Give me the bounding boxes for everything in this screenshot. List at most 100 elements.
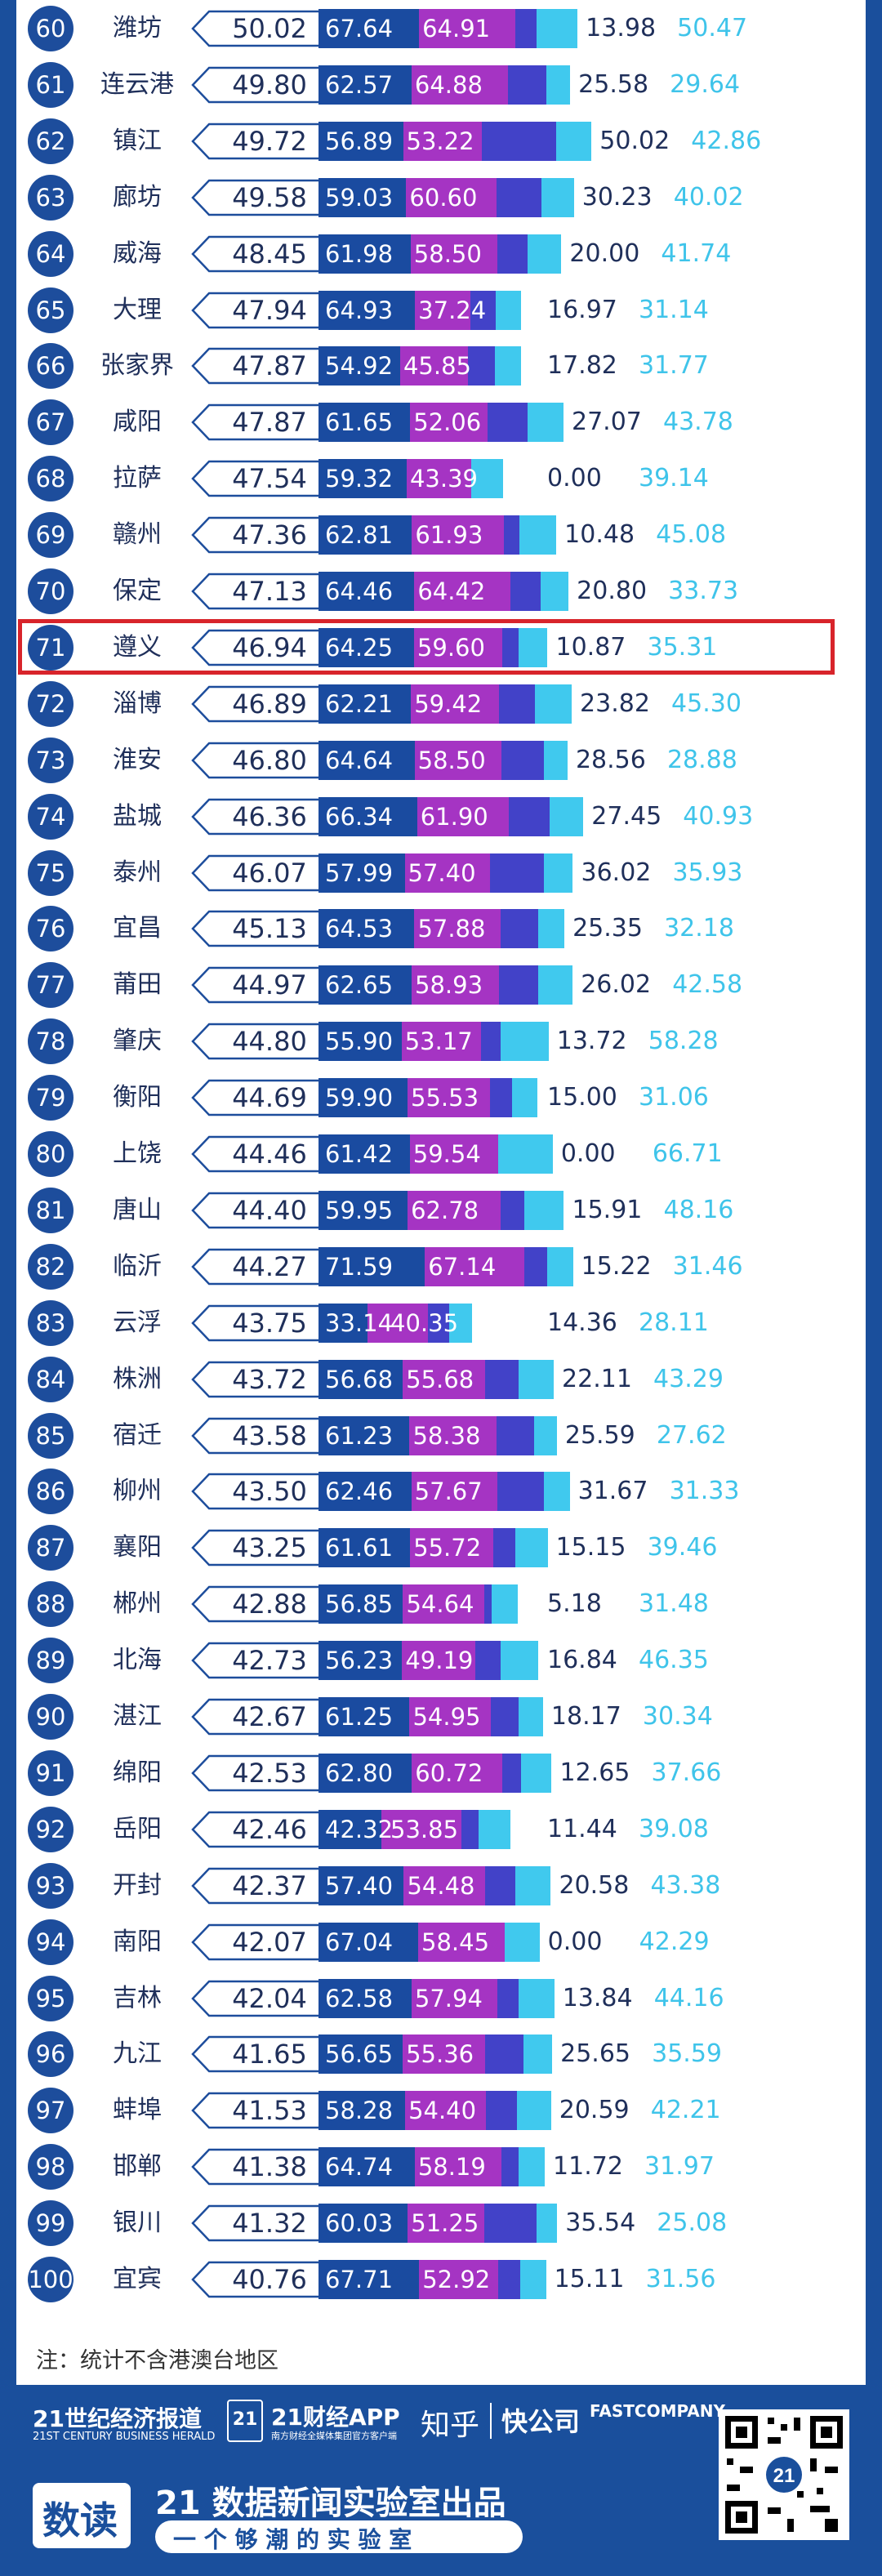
score-value: 43.50 xyxy=(232,1476,307,1508)
table-row: 97 蚌埠 41.53 58.28 54.40 20.59 42.21 xyxy=(16,2085,866,2136)
value-2-label: 53.17 xyxy=(404,1027,473,1056)
value-4-label: 31.46 xyxy=(672,1251,743,1281)
score-tag-outline xyxy=(191,1980,330,2017)
score-tag-outline xyxy=(191,1585,330,1623)
bar-segment-3 xyxy=(461,1809,479,1849)
value-1-label: 42.32 xyxy=(325,1815,394,1843)
score-tag-shape xyxy=(191,2036,330,2073)
bar-segment-2 xyxy=(411,1978,498,2018)
score-tag-outline xyxy=(191,66,330,104)
bar-segment-1 xyxy=(318,1078,408,1118)
table-row: 100 宜宾 40.76 67.71 52.92 15.11 31.56 xyxy=(16,2254,866,2305)
bar-segment-2 xyxy=(411,65,508,105)
value-2-label: 61.90 xyxy=(420,802,488,831)
bar-segment-4 xyxy=(492,1584,518,1624)
score-tag-shape xyxy=(191,629,330,666)
score-tag: 42.53 xyxy=(178,1754,333,1792)
bar-segment-4 xyxy=(524,1190,564,1230)
value-4-label: 31.77 xyxy=(639,351,709,381)
value-4-label: 39.08 xyxy=(639,1814,709,1843)
value-4-label: 40.93 xyxy=(683,801,754,831)
score-tag-shape xyxy=(191,123,330,160)
value-1-label: 61.65 xyxy=(325,408,394,437)
score-tag-outline xyxy=(191,460,330,497)
table-row: 74 盐城 46.36 66.34 61.90 27.45 40.93 xyxy=(16,791,866,842)
bar-segment-3 xyxy=(510,572,541,611)
value-3-label: 20.58 xyxy=(559,1870,630,1900)
rank-badge: 97 xyxy=(28,2088,74,2134)
score-value: 47.13 xyxy=(232,576,307,607)
value-4-label: 42.29 xyxy=(639,1927,710,1956)
value-1-label: 61.42 xyxy=(325,1140,394,1168)
value-2-label: 61.93 xyxy=(415,521,483,550)
bar-segment-2 xyxy=(381,1809,462,1849)
score-tag-outline xyxy=(191,2148,330,2186)
score-tag-shape xyxy=(191,179,330,216)
value-3-label: 25.58 xyxy=(578,69,649,99)
score-tag-outline xyxy=(191,1361,330,1397)
score-tag: 42.37 xyxy=(178,1867,333,1905)
value-3-label: 10.87 xyxy=(555,632,626,662)
score-value: 46.89 xyxy=(232,688,307,720)
value-2-label: 59.42 xyxy=(414,689,483,718)
table-row: 96 九江 41.65 56.65 55.36 25.65 35.59 xyxy=(16,2029,866,2079)
value-2-label: 52.92 xyxy=(422,2266,491,2293)
bar-segment-4 xyxy=(516,2091,551,2131)
score-value: 42.37 xyxy=(232,1870,307,1901)
score-tag: 41.32 xyxy=(178,2204,333,2242)
qr-code: 21 xyxy=(719,2409,849,2540)
city-name: 宜宾 xyxy=(113,2265,162,2293)
value-3-label: 16.97 xyxy=(547,295,617,324)
rank-badge: 83 xyxy=(28,1299,74,1346)
bar-segment-2 xyxy=(414,909,501,949)
value-1-label: 56.23 xyxy=(325,1647,394,1675)
bar-segment-1 xyxy=(318,853,405,893)
lab-title: 21 数据新闻实验室出品 xyxy=(155,2485,506,2522)
score-value: 47.94 xyxy=(232,294,307,326)
bar-segment-2 xyxy=(409,1134,499,1174)
score-tag: 47.36 xyxy=(178,516,333,554)
bar-segment-3 xyxy=(524,1246,548,1286)
bar-segment-3 xyxy=(474,1641,501,1681)
bar-segment-1 xyxy=(318,1472,412,1512)
city-name: 泰州 xyxy=(113,858,162,887)
value-3-label: 27.45 xyxy=(591,801,662,831)
value-3-label: 25.35 xyxy=(572,914,643,943)
bar-segment-1 xyxy=(318,740,415,780)
value-2-label: 55.72 xyxy=(413,1534,482,1562)
value-3-label: 18.17 xyxy=(550,1702,621,1731)
bar-segment-1 xyxy=(318,572,415,611)
value-3-label: 27.07 xyxy=(571,408,642,437)
table-row: 81 唐山 44.40 59.95 62.78 15.91 48.16 xyxy=(16,1185,866,1236)
table-row: 72 淄博 46.89 62.21 59.42 23.82 45.30 xyxy=(16,679,866,729)
value-2-label: 57.88 xyxy=(417,915,486,943)
rank-badge: 88 xyxy=(28,1581,74,1628)
value-3-label: 11.44 xyxy=(547,1814,617,1843)
value-1-label: 64.46 xyxy=(325,577,394,605)
bar-segment-2 xyxy=(414,572,510,611)
score-value: 46.94 xyxy=(232,631,307,663)
bar-segment-1 xyxy=(318,1753,412,1793)
score-tag-shape xyxy=(191,404,330,441)
bar-segment-2 xyxy=(403,2035,485,2075)
city-name: 上饶 xyxy=(113,1139,162,1168)
score-tag-shape xyxy=(191,1417,330,1454)
value-4-label: 35.93 xyxy=(672,858,743,887)
rank-badge: 78 xyxy=(28,1018,74,1065)
value-3-label: 10.48 xyxy=(564,520,635,550)
score-tag: 42.67 xyxy=(178,1698,333,1736)
value-2-label: 57.94 xyxy=(414,1984,483,2012)
value-1-label: 56.65 xyxy=(325,2040,394,2069)
score-tag-outline xyxy=(191,1473,330,1510)
bar-segment-3 xyxy=(482,121,557,161)
score-tag-outline xyxy=(191,2036,330,2073)
score-tag-outline xyxy=(191,1698,330,1736)
city-name: 九江 xyxy=(113,2039,162,2069)
score-tag-shape xyxy=(191,1079,330,1116)
score-tag-shape xyxy=(191,1192,330,1229)
score-tag-shape xyxy=(191,854,330,891)
city-name: 临沂 xyxy=(113,1251,162,1281)
score-tag-outline xyxy=(191,742,330,778)
value-3-label: 0.00 xyxy=(547,1927,603,1956)
score-value: 42.88 xyxy=(232,1589,307,1620)
